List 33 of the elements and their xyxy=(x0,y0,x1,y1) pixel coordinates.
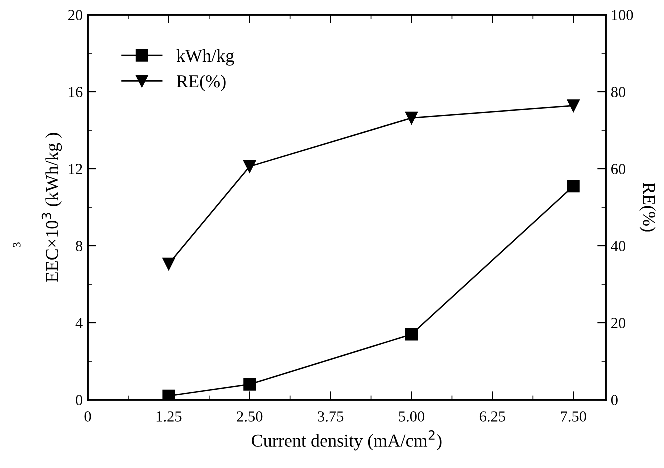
y-tick-label: 16 xyxy=(69,87,83,98)
y-tick-label: 20 xyxy=(68,10,83,20)
y-tick-label: 12 xyxy=(69,164,82,174)
x-tick-label: 5.00 xyxy=(399,412,425,422)
y2-tick-label: 100 xyxy=(612,10,634,20)
y-axis-title: EEC×10$^{3}$ (kWh/kg ) xyxy=(42,133,62,282)
x-tick-label: 6.25 xyxy=(480,412,506,422)
x-tick-label: 3.75 xyxy=(318,412,344,422)
point xyxy=(406,112,418,124)
legend-label: kWh/kg xyxy=(176,49,234,66)
y2-tick-label: 40 xyxy=(611,241,626,252)
y-tick-label: 8 xyxy=(76,241,83,252)
text: 3 xyxy=(13,242,21,248)
x-tick-label: 0 xyxy=(84,412,92,422)
point xyxy=(567,100,580,112)
y2-axis-title: RE(%) xyxy=(640,182,656,232)
y2-tick-label: 60 xyxy=(612,164,626,174)
point xyxy=(567,180,580,193)
x-tick-label: 2.50 xyxy=(237,412,263,422)
y2-tick-label: 20 xyxy=(612,318,626,328)
point xyxy=(162,258,176,270)
legend-label: RE(%) xyxy=(176,74,226,92)
point xyxy=(244,378,256,391)
x-axis-title: Current density (mA/cm$^{2}$) xyxy=(252,430,442,451)
x-tick-label: 7.50 xyxy=(561,412,586,422)
y-tick-label: 0 xyxy=(76,395,83,406)
x-tick-label: 1.25 xyxy=(156,412,182,422)
y-tick-label: 4 xyxy=(76,318,83,328)
y2-tick-label: 0 xyxy=(611,395,618,406)
point xyxy=(162,390,176,400)
point xyxy=(406,328,418,341)
y2-tick-label: 80 xyxy=(611,87,626,98)
point xyxy=(244,160,256,173)
